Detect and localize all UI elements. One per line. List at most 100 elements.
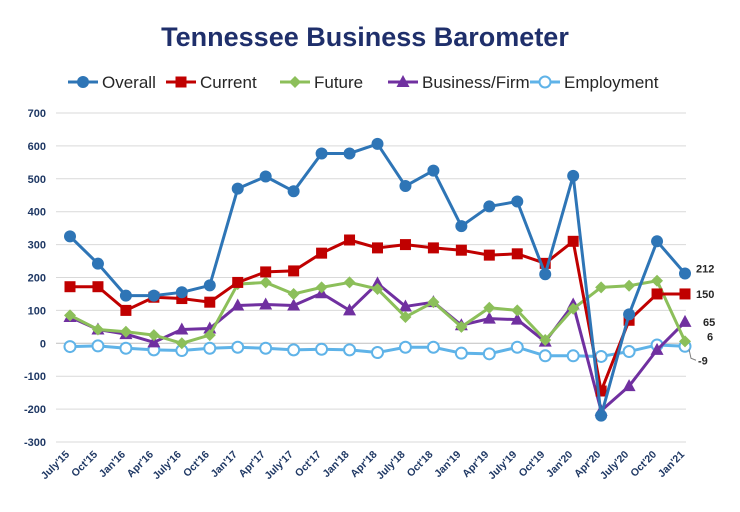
data-point-overall xyxy=(427,164,440,177)
x-tick-label: July'19 xyxy=(486,449,519,482)
legend-label: Future xyxy=(314,73,363,92)
data-point-overall xyxy=(371,137,384,150)
chart-title: Tennessee Business Barometer xyxy=(161,22,569,52)
data-point-employment xyxy=(287,343,301,357)
data-point-employment xyxy=(398,340,412,354)
end-label-current: 150 xyxy=(696,289,714,301)
data-point-current xyxy=(316,247,328,259)
x-tick-label: July'17 xyxy=(262,449,295,482)
data-point-overall xyxy=(64,230,76,243)
data-point-business-firm xyxy=(259,297,273,310)
data-point-employment xyxy=(259,341,273,355)
data-point-business-firm xyxy=(231,298,245,311)
data-point-future xyxy=(483,301,496,314)
data-point-business-firm xyxy=(650,342,664,355)
y-tick-label: -100 xyxy=(24,371,46,383)
data-point-employment xyxy=(231,340,245,354)
data-point-business-firm xyxy=(678,314,692,327)
end-label-future: 6 xyxy=(707,331,713,343)
data-point-future xyxy=(259,276,272,289)
data-point-overall xyxy=(595,409,608,422)
legend-swatch-marker xyxy=(77,76,89,88)
data-point-current xyxy=(92,281,104,293)
x-tick-label: Jan'19 xyxy=(432,449,463,480)
data-point-future xyxy=(175,337,188,350)
x-tick-label: July'16 xyxy=(151,449,184,482)
data-point-current xyxy=(455,244,467,256)
data-point-overall xyxy=(623,308,636,321)
data-point-current xyxy=(679,288,691,300)
x-tick-label: July'18 xyxy=(374,449,407,482)
data-point-overall xyxy=(539,268,552,281)
y-tick-label: 600 xyxy=(28,141,46,153)
data-point-business-firm xyxy=(287,298,301,311)
data-point-current xyxy=(176,293,188,305)
data-point-overall xyxy=(483,200,496,213)
data-point-overall xyxy=(567,169,580,182)
x-tick-label: Jan'21 xyxy=(656,449,687,480)
data-point-future xyxy=(455,320,468,333)
x-tick-label: Jan'20 xyxy=(544,449,575,480)
data-point-business-firm xyxy=(343,303,357,316)
data-point-current xyxy=(427,242,439,254)
data-point-overall xyxy=(399,180,412,193)
data-point-employment xyxy=(119,341,133,355)
data-point-business-firm xyxy=(482,311,496,324)
data-point-employment xyxy=(91,339,105,353)
data-point-business-firm xyxy=(398,299,412,312)
data-point-employment xyxy=(203,341,217,355)
data-point-current xyxy=(204,296,216,308)
y-tick-label: 700 xyxy=(28,108,46,120)
data-point-overall xyxy=(259,170,272,183)
x-tick-label: July'20 xyxy=(598,449,631,482)
x-tick-label: Jan'18 xyxy=(320,449,351,480)
y-tick-label: 400 xyxy=(28,207,46,219)
data-point-overall xyxy=(147,289,160,302)
data-point-future xyxy=(567,302,580,315)
x-tick-label: July'15 xyxy=(39,449,72,482)
data-point-future xyxy=(651,274,664,287)
y-tick-label: 0 xyxy=(40,338,46,350)
legend-item-future: Future xyxy=(280,73,363,92)
x-axis: July'15Oct'15Jan'16Apr'16July'16Oct'16Ja… xyxy=(39,449,687,482)
data-point-future xyxy=(287,287,300,300)
data-point-future xyxy=(595,281,608,294)
x-tick-label: Oct'16 xyxy=(181,449,212,480)
x-tick-label: Jan'17 xyxy=(209,449,240,480)
data-point-future xyxy=(623,279,636,292)
data-point-overall xyxy=(343,147,356,160)
legend-item-employment: Employment xyxy=(530,73,659,92)
data-point-current xyxy=(372,242,383,254)
data-point-future xyxy=(203,329,216,342)
data-point-employment xyxy=(426,340,440,354)
data-point-current xyxy=(120,304,132,316)
data-point-employment xyxy=(482,347,496,361)
data-point-employment xyxy=(538,349,552,363)
data-point-employment xyxy=(343,343,357,357)
x-tick-label: Oct'17 xyxy=(293,449,324,480)
data-point-current xyxy=(344,234,356,246)
data-point-current xyxy=(232,276,244,288)
data-point-overall xyxy=(455,220,468,233)
data-point-overall xyxy=(175,286,188,299)
y-tick-label: 100 xyxy=(28,305,46,317)
series-line-current xyxy=(70,238,685,393)
data-point-current xyxy=(567,235,579,247)
data-point-business-firm xyxy=(147,335,161,348)
data-point-current xyxy=(260,266,272,278)
data-point-future xyxy=(371,283,384,296)
data-point-future xyxy=(539,334,552,347)
data-point-business-firm xyxy=(510,312,524,325)
y-tick-label: 300 xyxy=(28,240,46,252)
end-label-overall: 212 xyxy=(696,264,714,276)
legend-label: Overall xyxy=(102,73,156,92)
data-point-employment xyxy=(510,340,524,354)
series-overall xyxy=(64,137,691,422)
y-tick-label: -200 xyxy=(24,404,46,416)
data-point-employment xyxy=(371,346,384,360)
data-point-future xyxy=(511,304,524,317)
legend-label: Current xyxy=(200,73,257,92)
end-label-business-firm: 65 xyxy=(703,317,715,329)
data-point-overall xyxy=(231,182,244,195)
